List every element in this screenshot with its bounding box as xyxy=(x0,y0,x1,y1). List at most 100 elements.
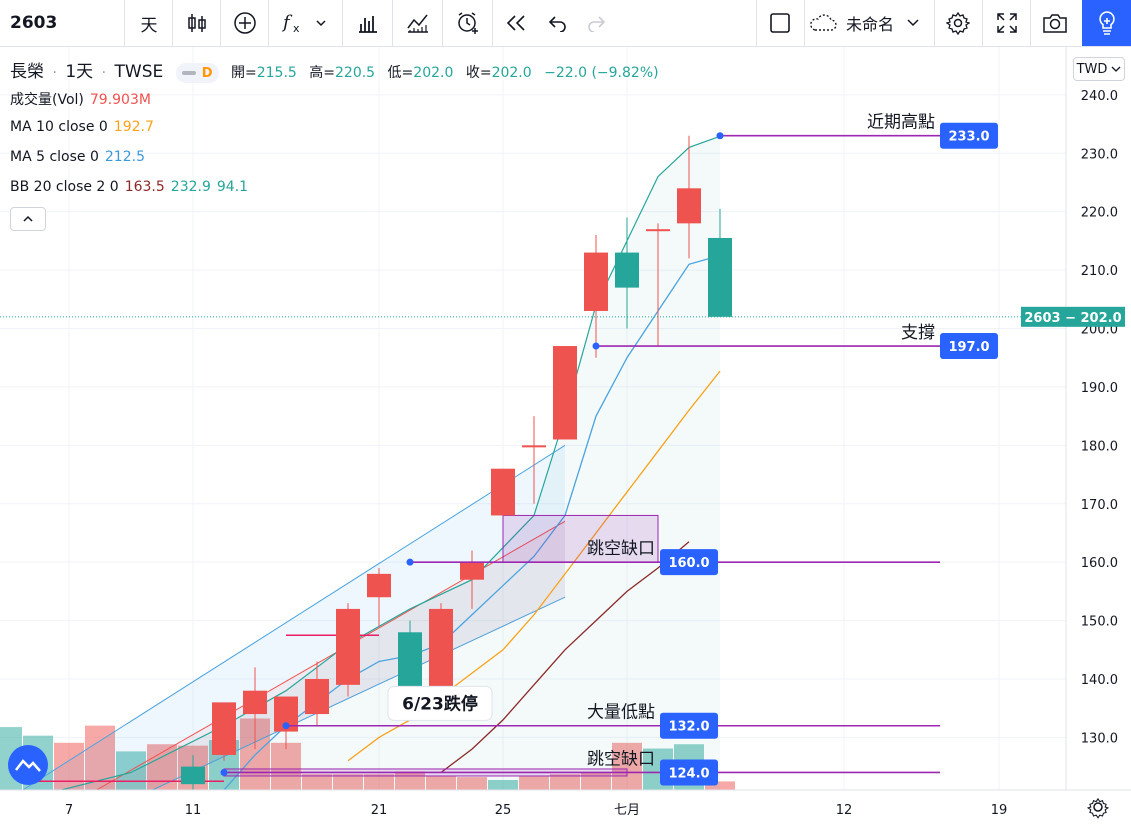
chart-area[interactable]: 近期高點 233.0 支撐 197.0 跳空缺口 160.0 大量低點 132.0 跳空缺口 12… xyxy=(0,47,1131,824)
chip-letter: D xyxy=(202,66,213,81)
ma5-legend[interactable]: MA 5 close 0 212.5 xyxy=(10,149,145,165)
replay-rewind-icon[interactable] xyxy=(496,0,536,46)
currency-label: TWD xyxy=(1077,62,1108,77)
open-value: 215.5 xyxy=(257,65,297,81)
bb-lower-value: 94.1 xyxy=(217,179,248,195)
time-axis-tick-label: 12 xyxy=(836,803,853,818)
chevron-down-icon xyxy=(906,18,920,28)
price-axis-tick-label: 160.0 xyxy=(1081,556,1118,571)
volume-legend[interactable]: 成交量(Vol) 79.903M xyxy=(10,89,151,109)
toolbar-divider xyxy=(982,0,983,46)
tradingview-logo-icon[interactable] xyxy=(8,745,48,785)
settings-gear-icon[interactable] xyxy=(938,0,978,46)
expand-icon[interactable] xyxy=(986,0,1028,46)
legend-interval: 1天 xyxy=(65,62,93,82)
candle-body xyxy=(677,188,701,223)
close-value: 202.0 xyxy=(492,65,532,81)
close-label: 收= xyxy=(466,65,492,81)
legend-symbol-name: 長榮 xyxy=(10,62,44,82)
volume-label: 成交量(Vol) xyxy=(10,92,84,108)
bb-label: BB 20 close 2 0 xyxy=(10,179,119,195)
compare-icon[interactable] xyxy=(396,0,440,46)
candle-body xyxy=(708,238,732,317)
main-legend: 長榮 · 1天 · TWSE D 開=215.5 高=220.5 低=202.0… xyxy=(10,57,659,83)
ma5-value: 212.5 xyxy=(105,149,145,165)
symbol-search-button[interactable]: 2603 xyxy=(10,0,70,46)
low-label: 低= xyxy=(388,65,414,81)
bb-legend[interactable]: BB 20 close 2 0 163.5 232.9 94.1 xyxy=(10,179,248,195)
ideas-lightbulb-icon[interactable] xyxy=(1082,0,1131,46)
market-status-chip[interactable]: D xyxy=(176,63,219,83)
annotation-anchor-dot xyxy=(593,343,600,350)
undo-icon[interactable] xyxy=(540,0,576,46)
candle-body xyxy=(584,253,608,311)
time-axis-tick-label: 7 xyxy=(65,803,73,818)
toolbar-divider xyxy=(442,0,443,46)
price-axis-tick-label: 180.0 xyxy=(1081,439,1118,454)
layout-name-button[interactable]: 未命名 xyxy=(808,0,932,46)
annotation-label: 大量低點 xyxy=(587,703,655,723)
chevron-down-icon xyxy=(1111,65,1121,73)
ma10-legend[interactable]: MA 10 close 0 192.7 xyxy=(10,119,154,135)
currency-select[interactable]: TWD xyxy=(1073,57,1125,81)
toolbar-divider xyxy=(172,0,173,46)
camera-icon[interactable] xyxy=(1034,0,1076,46)
annotation-anchor-dot xyxy=(283,722,290,729)
price-axis-background xyxy=(1066,47,1131,824)
interval-button[interactable]: 天 xyxy=(128,0,170,46)
candles-icon[interactable] xyxy=(176,0,218,46)
time-axis-tick-label: 25 xyxy=(495,803,512,818)
collapse-legend-button[interactable] xyxy=(10,207,46,231)
annotation-price-tag-text: 160.0 xyxy=(668,556,709,571)
last-price-tag-text: 2603 − 202.0 xyxy=(1024,311,1121,326)
time-axis-tick-label: 11 xyxy=(185,803,202,818)
note-callout-text: 6/23跌停 xyxy=(402,693,478,714)
price-axis-tick-label: 140.0 xyxy=(1081,673,1118,688)
price-axis-tick-label: 130.0 xyxy=(1081,731,1118,746)
legend-dot: · xyxy=(52,65,56,81)
toolbar-divider xyxy=(1030,0,1031,46)
price-axis-tick-label: 240.0 xyxy=(1081,89,1118,104)
time-axis-background xyxy=(0,790,1131,824)
toolbar-divider xyxy=(804,0,805,46)
price-axis-tick-label: 220.0 xyxy=(1081,206,1118,221)
annotation-price-tag-text: 124.0 xyxy=(668,766,709,781)
candle-body xyxy=(336,609,360,685)
annotation-label: 跳空缺口 xyxy=(587,749,655,769)
layout-name-label: 未命名 xyxy=(846,11,894,35)
svg-text:f: f xyxy=(281,12,293,33)
change-value: −22.0 (−9.82%) xyxy=(544,65,658,81)
toolbar-divider xyxy=(124,0,125,46)
candle-body xyxy=(212,702,236,755)
add-indicator-plus-icon[interactable] xyxy=(224,0,266,46)
annotation-label: 跳空缺口 xyxy=(587,539,655,559)
candle-body xyxy=(305,679,329,714)
toolbar-divider xyxy=(756,0,757,46)
toolbar-divider xyxy=(342,0,343,46)
bar-chart-icon[interactable] xyxy=(346,0,390,46)
high-value: 220.5 xyxy=(335,65,375,81)
annotation-anchor-dot xyxy=(717,132,724,139)
toolbar-divider xyxy=(492,0,493,46)
toolbar-divider xyxy=(392,0,393,46)
price-axis-tick-label: 190.0 xyxy=(1081,381,1118,396)
annotation-anchor-dot xyxy=(407,559,414,566)
redo-icon[interactable] xyxy=(578,0,614,46)
price-axis-tick-label: 170.0 xyxy=(1081,498,1118,513)
chart-canvas[interactable]: 近期高點 233.0 支撐 197.0 跳空缺口 160.0 大量低點 132.0 跳空缺口 12… xyxy=(0,47,1131,824)
candle-body xyxy=(243,691,267,714)
time-axis-tick-label: 七月 xyxy=(614,803,640,818)
toolbar-divider xyxy=(268,0,269,46)
chip-bar xyxy=(182,71,196,75)
candle-body xyxy=(522,445,546,447)
annotation-price-tag-text: 197.0 xyxy=(948,340,989,355)
legend-exchange: TWSE xyxy=(115,62,164,82)
ma10-value: 192.7 xyxy=(114,119,154,135)
fullscreen-square-icon[interactable] xyxy=(760,0,800,46)
candle-body xyxy=(646,229,670,231)
alert-clock-icon[interactable] xyxy=(446,0,490,46)
bb-upper-value: 232.9 xyxy=(171,179,211,195)
annotation-label: 支撐 xyxy=(901,323,935,343)
